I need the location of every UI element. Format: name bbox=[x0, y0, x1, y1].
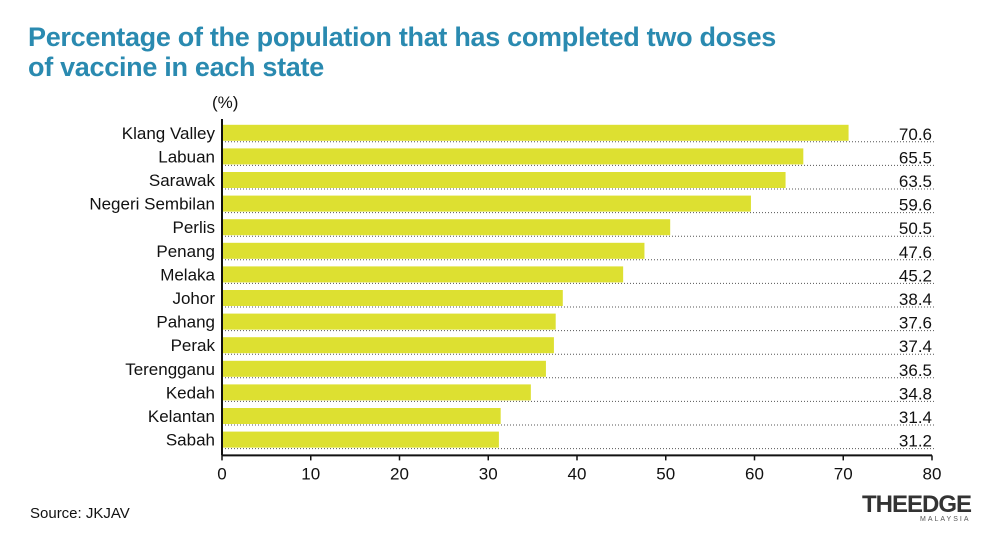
value-label: 31.4 bbox=[899, 408, 932, 427]
bar bbox=[222, 124, 849, 141]
category-label: Melaka bbox=[160, 265, 215, 284]
bar bbox=[222, 290, 563, 306]
value-label: 63.5 bbox=[899, 172, 932, 191]
category-label: Terengganu bbox=[125, 360, 215, 379]
value-label: 36.5 bbox=[899, 361, 932, 380]
x-tick-label: 60 bbox=[745, 464, 764, 483]
bar bbox=[222, 360, 546, 377]
bar bbox=[222, 148, 804, 165]
chart-title-line-1: Percentage of the population that has co… bbox=[28, 22, 776, 52]
value-label: 37.6 bbox=[899, 314, 932, 333]
category-label: Johor bbox=[172, 289, 215, 308]
value-label: 47.6 bbox=[899, 243, 932, 262]
value-label: 45.2 bbox=[899, 266, 932, 285]
bar bbox=[222, 408, 501, 424]
chart-title: Percentage of the population that has co… bbox=[28, 22, 928, 82]
category-label: Labuan bbox=[158, 147, 215, 166]
x-tick-label: 80 bbox=[923, 464, 942, 483]
value-label: 50.5 bbox=[899, 219, 932, 238]
x-tick-label: 0 bbox=[217, 464, 226, 483]
value-label: 37.4 bbox=[899, 337, 932, 356]
x-tick-label: 10 bbox=[301, 464, 320, 483]
x-tick-label: 50 bbox=[656, 464, 675, 483]
value-label: 38.4 bbox=[899, 290, 932, 309]
category-label: Penang bbox=[156, 242, 215, 261]
bar bbox=[222, 431, 499, 448]
value-label: 34.8 bbox=[899, 384, 932, 403]
x-tick-label: 70 bbox=[834, 464, 853, 483]
category-label: Sarawak bbox=[149, 171, 216, 190]
value-label: 59.6 bbox=[899, 196, 932, 215]
bar bbox=[222, 266, 624, 283]
bar bbox=[222, 384, 531, 401]
x-tick-label: 40 bbox=[568, 464, 587, 483]
category-label: Perlis bbox=[172, 218, 215, 237]
category-label: Negeri Sembilan bbox=[89, 195, 215, 214]
value-label: 65.5 bbox=[899, 148, 932, 167]
bar bbox=[222, 219, 671, 236]
value-label: 70.6 bbox=[899, 125, 932, 144]
x-tick-label: 30 bbox=[479, 464, 498, 483]
category-label: Pahang bbox=[156, 313, 215, 332]
source-note: Source: JKJAV bbox=[30, 505, 130, 522]
category-label: Sabah bbox=[166, 431, 215, 450]
category-label: Kedah bbox=[166, 383, 215, 402]
value-label: 31.2 bbox=[899, 432, 932, 451]
chart-title-line-2: of vaccine in each state bbox=[28, 52, 324, 82]
category-label: Kelantan bbox=[148, 407, 215, 426]
logo-main-text: THEEDGE bbox=[862, 491, 972, 518]
x-tick-label: 20 bbox=[390, 464, 409, 483]
logo: THEEDGE MALAYSIA bbox=[862, 492, 982, 532]
bar bbox=[222, 195, 751, 212]
category-label: Perak bbox=[171, 336, 216, 355]
bar bbox=[222, 313, 556, 330]
bar bbox=[222, 337, 554, 354]
logo-sub-text: MALAYSIA bbox=[920, 516, 971, 523]
bar bbox=[222, 242, 645, 259]
unit-label: (%) bbox=[212, 93, 239, 112]
bar bbox=[222, 172, 786, 188]
category-label: Klang Valley bbox=[122, 124, 216, 143]
